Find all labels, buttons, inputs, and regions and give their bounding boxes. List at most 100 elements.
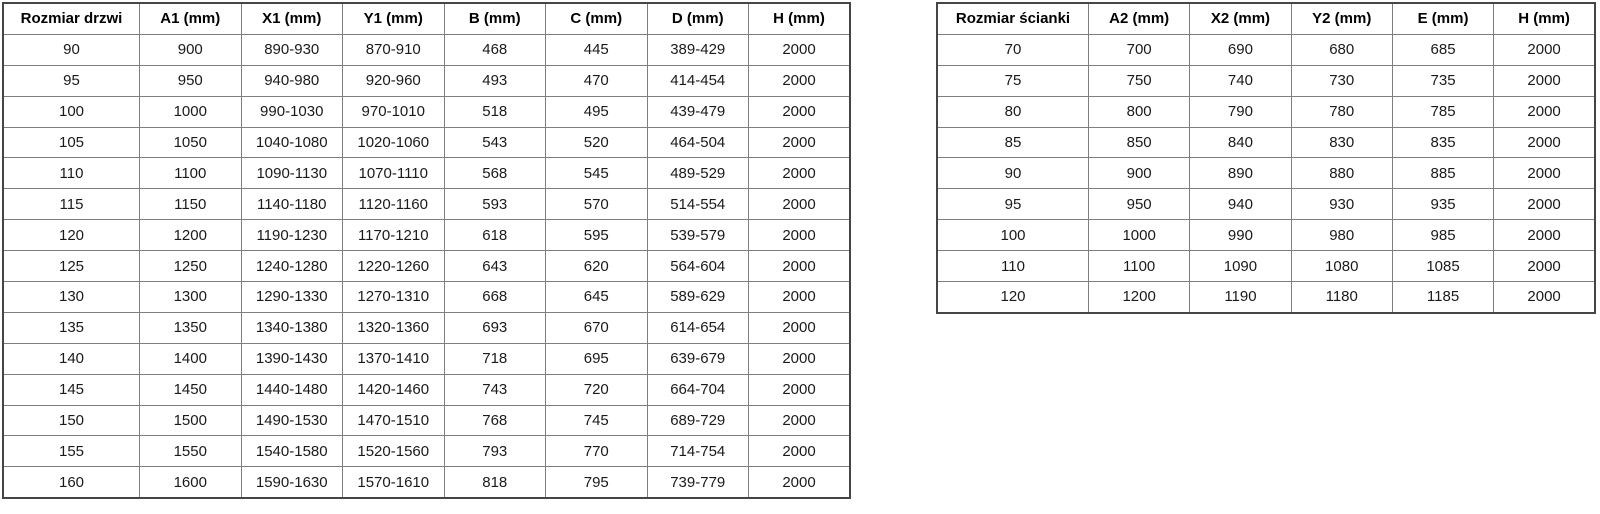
header-row: Rozmiar ścianki A2 (mm) X2 (mm) Y2 (mm) E (m… [936,2,1596,35]
table-cell: 1090 [1189,250,1292,283]
table-cell: 95 [936,188,1089,221]
column-header: Rozmiar drzwi [2,2,140,35]
table-cell: 645 [545,281,648,313]
table-cell: 2000 [1493,250,1596,283]
table-cell: 985 [1391,219,1495,252]
table-cell: 614-654 [646,311,749,344]
table-cell: 1590-1630 [240,466,343,499]
table-cell: 1085 [1391,250,1495,283]
table-cell: 900 [139,33,242,66]
table-cell: 1550 [139,435,242,468]
wall-size-table: Rozmiar ścianki A2 (mm) X2 (mm) Y2 (mm) E (m… [936,2,1596,314]
table-cell: 2000 [748,126,851,159]
column-header: E (mm) [1391,2,1495,35]
table-cell: 539-579 [646,219,749,252]
table-row: 70 700 690 680 685 2000 [936,33,1596,66]
table-cell: 1000 [139,95,242,128]
table-cell: 830 [1290,126,1393,159]
table-cell: 735 [1391,64,1495,97]
table-cell: 2000 [748,250,851,283]
table-cell: 155 [2,435,140,468]
table-cell: 1170-1210 [342,219,445,252]
table-cell: 950 [139,64,242,97]
table-cell: 589-629 [646,281,749,313]
table-cell: 595 [545,219,648,252]
table-cell: 2000 [1493,157,1596,190]
table-cell: 1340-1380 [240,311,343,344]
table-cell: 1240-1280 [240,250,343,283]
table-cell: 950 [1087,188,1191,221]
table-cell: 2000 [748,311,851,344]
table-cell: 1190 [1189,281,1292,314]
table-cell: 664-704 [646,373,749,406]
table-cell: 2000 [748,435,851,468]
table-cell: 685 [1391,33,1495,66]
table-cell: 1600 [139,466,242,499]
table-row: 90 900 890 880 885 2000 [936,157,1596,190]
table-cell: 125 [2,250,140,283]
table-cell: 840 [1189,126,1292,159]
table-cell: 1090-1130 [240,157,343,190]
table-cell: 493 [443,64,546,97]
table-cell: 680 [1290,33,1393,66]
table-cell: 1200 [1087,281,1191,314]
table-row: 110 1100 1090 1080 1085 2000 [936,250,1596,283]
table-cell: 720 [545,373,648,406]
table-cell: 2000 [748,33,851,66]
table-row: 125 1250 1240-1280 1220-1260 643 620 564-604 20… [2,250,851,283]
table-cell: 1400 [139,342,242,375]
table-cell: 100 [936,219,1089,252]
table-cell: 468 [443,33,546,66]
table-cell: 2000 [748,95,851,128]
table-cell: 2000 [748,157,851,190]
table-cell: 75 [936,64,1089,97]
table-cell: 1000 [1087,219,1191,252]
table-cell: 890 [1189,157,1292,190]
table-cell: 495 [545,95,648,128]
table-cell: 1120-1160 [342,188,445,221]
table-cell: 489-529 [646,157,749,190]
table-cell: 695 [545,342,648,375]
table-cell: 970-1010 [342,95,445,128]
table-cell: 115 [2,188,140,221]
table-cell: 1200 [139,219,242,252]
table-cell: 1100 [1087,250,1191,283]
column-header: H (mm) [748,2,851,35]
table-cell: 1420-1460 [342,373,445,406]
table-row: 120 1200 1190 1180 1185 2000 [936,281,1596,314]
column-header: D (mm) [646,2,749,35]
table-cell: 564-604 [646,250,749,283]
table-cell: 1040-1080 [240,126,343,159]
table-cell: 780 [1290,95,1393,128]
table-cell: 835 [1391,126,1495,159]
table-row: 100 1000 990 980 985 2000 [936,219,1596,252]
column-header: X2 (mm) [1189,2,1292,35]
table-cell: 689-729 [646,404,749,437]
table-cell: 745 [545,404,648,437]
column-header: Y1 (mm) [342,2,445,35]
table-cell: 1270-1310 [342,281,445,313]
table-cell: 105 [2,126,140,159]
column-header: B (mm) [443,2,546,35]
column-header: A2 (mm) [1087,2,1191,35]
table-row: 135 1350 1340-1380 1320-1360 693 670 614-654 20… [2,311,851,344]
table-cell: 2000 [748,466,851,499]
table-cell: 920-960 [342,64,445,97]
table-cell: 160 [2,466,140,499]
table-row: 100 1000 990-1030 970-1010 518 495 439-479 2000 [2,95,851,128]
table-cell: 90 [2,33,140,66]
table-cell: 445 [545,33,648,66]
table-cell: 885 [1391,157,1495,190]
table-cell: 700 [1087,33,1191,66]
table-cell: 743 [443,373,546,406]
table-cell: 793 [443,435,546,468]
table-cell: 1490-1530 [240,404,343,437]
table-row: 150 1500 1490-1530 1470-1510 768 745 689-729 20… [2,404,851,437]
table-cell: 1500 [139,404,242,437]
table-cell: 790 [1189,95,1292,128]
table-cell: 990-1030 [240,95,343,128]
table-cell: 1350 [139,311,242,344]
table-cell: 739-779 [646,466,749,499]
table-row: 90 900 890-930 870-910 468 445 389-429 2000 [2,33,851,66]
